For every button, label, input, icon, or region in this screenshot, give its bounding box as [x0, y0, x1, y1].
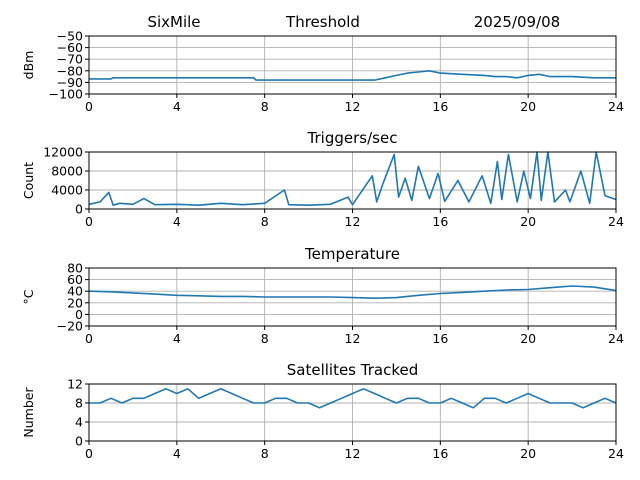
- header-title: Threshold: [285, 13, 360, 31]
- header-date: 2025/09/08: [474, 13, 560, 31]
- x-tick-label: 20: [520, 99, 536, 114]
- x-tick-label: 8: [261, 214, 269, 229]
- y-tick-label: 40: [67, 284, 83, 299]
- y-tick-label: −20: [57, 319, 83, 334]
- chart-title: Satellites Tracked: [287, 361, 418, 379]
- x-tick-label: 16: [432, 446, 448, 461]
- y-tick-label: 8: [75, 396, 83, 411]
- x-tick-label: 12: [345, 446, 361, 461]
- x-tick-label: 20: [520, 446, 536, 461]
- x-tick-label: 4: [173, 446, 181, 461]
- chart-panel-1: 0 4 8 12 16 20 24 −100−90−80−70−60−50 dBm: [21, 29, 624, 115]
- y-tick-label: 4000: [51, 183, 83, 198]
- x-tick-label: 0: [85, 99, 93, 114]
- y-axis-label: °C: [21, 289, 36, 304]
- x-tick-label: 8: [261, 99, 269, 114]
- y-tick-label: −60: [57, 40, 83, 55]
- y-tick-label: 0: [75, 434, 83, 449]
- data-series-line: [88, 151, 617, 206]
- y-tick-label: −70: [57, 52, 83, 67]
- y-tick-label: 80: [67, 261, 83, 276]
- y-tick-label: 60: [67, 272, 83, 287]
- x-tick-label: 0: [85, 214, 93, 229]
- data-series-line: [89, 387, 617, 409]
- data-series-line: [89, 70, 616, 81]
- x-tick-label: 24: [608, 214, 624, 229]
- y-axis-label: Number: [21, 387, 36, 438]
- chart-panels: 0 4 8 12 16 20 24 −100−90−80−70−60−50 dBm Trigger…: [21, 29, 624, 462]
- x-tick-label: 20: [520, 331, 536, 346]
- y-tick-label: −50: [57, 29, 83, 44]
- x-tick-label: 12: [345, 99, 361, 114]
- x-tick-label: 0: [85, 446, 93, 461]
- y-tick-label: 4: [75, 415, 83, 430]
- y-tick-label: 0: [75, 307, 83, 322]
- x-tick-label: 24: [608, 446, 624, 461]
- x-tick-label: 16: [432, 214, 448, 229]
- x-tick-label: 16: [432, 99, 448, 114]
- chart-panel-4: Satellites Tracked 0 4 8 12 16 20 24 0 4 8 12 Number: [21, 361, 624, 461]
- header-site: SixMile: [147, 13, 200, 31]
- y-tick-label: 12: [67, 377, 83, 392]
- y-tick-label: −90: [57, 75, 83, 90]
- chart-title: Triggers/sec: [307, 129, 398, 147]
- data-series-line: [88, 285, 617, 300]
- y-tick-label: 0: [75, 202, 83, 217]
- x-tick-label: 8: [261, 446, 269, 461]
- x-tick-label: 4: [173, 331, 181, 346]
- chart-panel-2: Triggers/sec 0 4 8 12 16 20 24 0 4000 8000 12000 Cou…: [21, 129, 624, 229]
- y-tick-label: 20: [67, 295, 83, 310]
- x-tick-label: 4: [173, 99, 181, 114]
- y-tick-label: 8000: [51, 164, 83, 179]
- y-tick-label: −80: [57, 63, 83, 78]
- x-tick-label: 16: [432, 331, 448, 346]
- y-axis-label: dBm: [21, 51, 36, 80]
- x-tick-label: 20: [520, 214, 536, 229]
- y-tick-label: 12000: [43, 145, 83, 160]
- x-tick-label: 12: [345, 331, 361, 346]
- x-tick-label: 24: [608, 99, 624, 114]
- x-tick-label: 24: [608, 331, 624, 346]
- y-tick-label: −100: [49, 87, 83, 102]
- x-tick-label: 4: [173, 214, 181, 229]
- x-tick-label: 0: [85, 331, 93, 346]
- x-tick-label: 12: [345, 214, 361, 229]
- chart-title: Temperature: [304, 245, 400, 263]
- x-tick-label: 8: [261, 331, 269, 346]
- y-axis-label: Count: [21, 162, 36, 199]
